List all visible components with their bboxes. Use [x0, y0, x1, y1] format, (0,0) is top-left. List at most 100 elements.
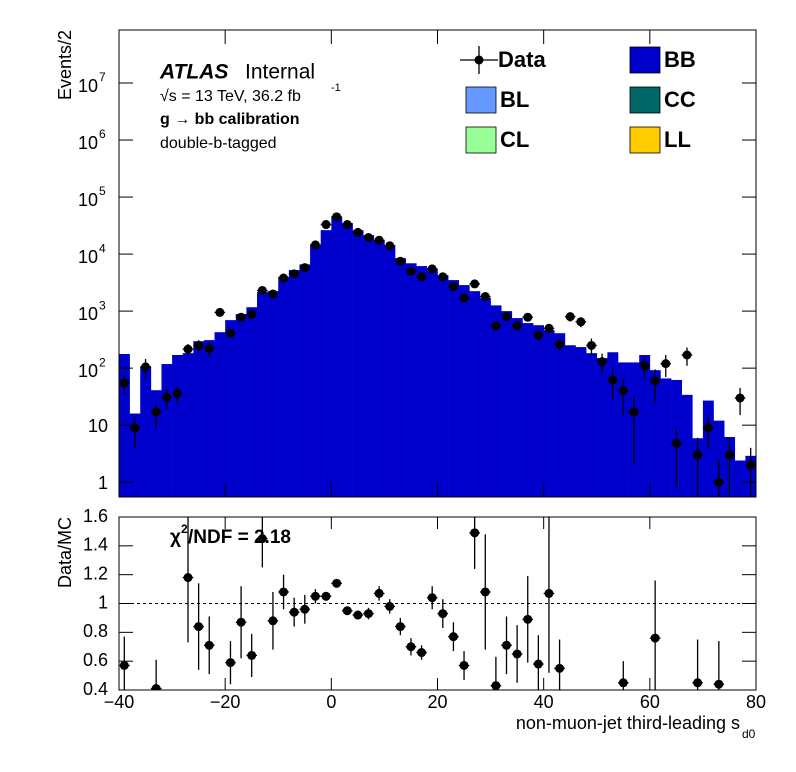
data-point: [502, 312, 512, 322]
x-tick-label: 0: [326, 692, 336, 712]
mc-bin: [713, 420, 725, 497]
data-point: [470, 528, 480, 538]
data-point: [279, 273, 289, 283]
mc-bin: [246, 307, 258, 497]
data-point: [502, 640, 512, 650]
mc-bin: [639, 354, 651, 497]
chi2-exponent: 2: [181, 522, 188, 536]
y-axis-title: Events/2: [55, 30, 75, 100]
y-tick-exponent: 3: [99, 298, 106, 312]
data-point: [544, 588, 554, 598]
legend-label: CL: [500, 127, 529, 152]
mc-bin: [426, 269, 438, 497]
y-tick-label: 0.6: [83, 650, 108, 670]
lumi-text: √s = 13 TeV, 36.2 fb: [160, 88, 301, 105]
data-point: [544, 323, 554, 333]
data-point: [374, 235, 384, 245]
data-point: [215, 307, 225, 317]
mc-bin: [533, 325, 544, 497]
data-point: [247, 309, 257, 319]
data-point: [395, 622, 405, 632]
data-point: [321, 591, 331, 601]
legend-swatch: [465, 86, 497, 114]
mc-bin: [479, 297, 491, 497]
mc-bin: [363, 235, 375, 497]
mc-bin: [501, 311, 513, 497]
data-point: [395, 256, 405, 266]
data-point: [661, 359, 671, 369]
legend-swatch: [629, 46, 661, 74]
data-point: [385, 241, 395, 251]
data-point: [289, 269, 299, 279]
data-point: [671, 438, 681, 448]
mc-bin: [225, 320, 237, 497]
tag-text: double-b-tagged: [160, 135, 277, 152]
legend-label: BB: [664, 47, 696, 72]
mc-bin: [543, 330, 555, 497]
data-point: [406, 642, 416, 652]
data-point: [194, 340, 204, 350]
data-point: [151, 407, 161, 417]
mc-bin: [320, 230, 332, 497]
data-point: [491, 681, 501, 690]
data-point: [491, 321, 501, 331]
data-point: [363, 609, 373, 619]
data-point: [533, 330, 543, 340]
data-point: [417, 272, 427, 282]
calibration-text: g → bb calibration: [160, 111, 300, 128]
data-point: [618, 678, 628, 688]
data-point: [268, 289, 278, 299]
data-point: [650, 376, 660, 386]
y-tick-exponent: 6: [99, 127, 106, 141]
mc-bin: [203, 340, 215, 497]
data-point: [512, 321, 522, 331]
data-point: [119, 378, 129, 388]
data-point: [576, 317, 586, 327]
mc-bin: [352, 230, 364, 497]
data-point: [204, 344, 214, 354]
mc-bin: [490, 305, 502, 497]
data-point: [427, 593, 437, 603]
mc-bin: [596, 358, 608, 497]
data-point: [130, 423, 140, 433]
atlas-label: ATLAS: [159, 61, 228, 84]
mc-bin: [405, 263, 417, 497]
data-point: [310, 240, 320, 250]
data-point: [448, 632, 458, 642]
legend-swatch: [629, 126, 661, 154]
data-point: [608, 375, 618, 385]
data-point: [279, 587, 289, 597]
y-axis-title: Data/MC: [55, 517, 75, 588]
mc-bin: [586, 353, 598, 497]
frame-bottom: [118, 516, 757, 691]
data-point: [693, 678, 703, 688]
chi2-symbol: χ: [170, 527, 181, 548]
data-point: [597, 357, 607, 367]
lumi-exponent: -1: [331, 82, 341, 94]
data-point: [448, 282, 458, 292]
mc-bin: [235, 313, 247, 497]
data-point: [735, 393, 745, 403]
mc-bin: [129, 413, 141, 497]
legend-label: CC: [664, 87, 696, 112]
data-point: [342, 606, 352, 616]
mc-bin: [607, 352, 619, 497]
mc-bin: [310, 245, 322, 497]
data-point: [289, 607, 299, 617]
mc-bin: [681, 394, 693, 497]
data-point: [353, 610, 363, 620]
data-point: [417, 648, 427, 658]
mc-bin: [522, 323, 534, 497]
data-point: [523, 312, 533, 322]
data-point: [257, 285, 267, 295]
data-point: [682, 350, 692, 360]
atlas-status: Internal: [245, 61, 315, 84]
data-point: [480, 292, 490, 302]
data-point: [703, 423, 713, 433]
data-point: [183, 573, 193, 583]
legend-label: Data: [498, 47, 546, 72]
data-point: [374, 588, 384, 598]
mc-bin: [564, 345, 576, 497]
mc-bin: [469, 291, 481, 497]
